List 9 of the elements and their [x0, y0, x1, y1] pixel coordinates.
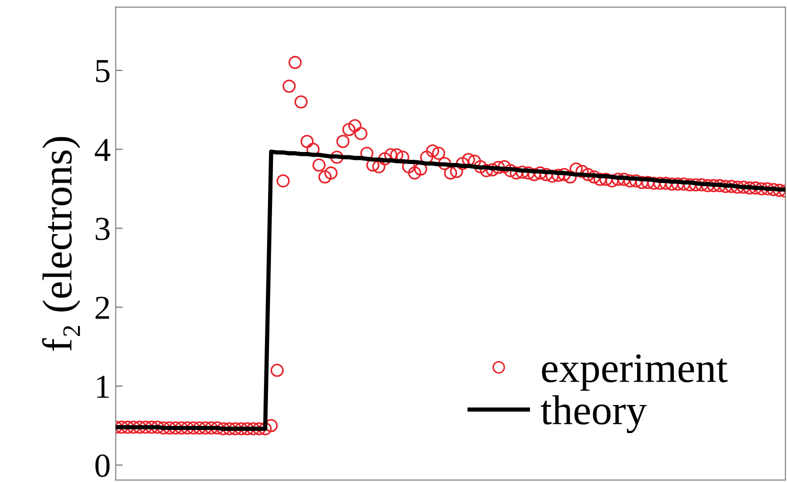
y-axis-title: f₂ (electrons)	[42, 137, 80, 351]
y-tick-label: 5	[96, 60, 110, 82]
y-tick-label: 0	[95, 454, 110, 477]
y-tick-label: 4	[94, 138, 110, 161]
y-tick-label: 3	[96, 218, 110, 240]
legend-label: experiment	[542, 354, 728, 391]
y-tick-label: 1	[97, 376, 109, 398]
legend-label: theory	[540, 395, 647, 434]
y-tick-label: 2	[96, 296, 109, 319]
